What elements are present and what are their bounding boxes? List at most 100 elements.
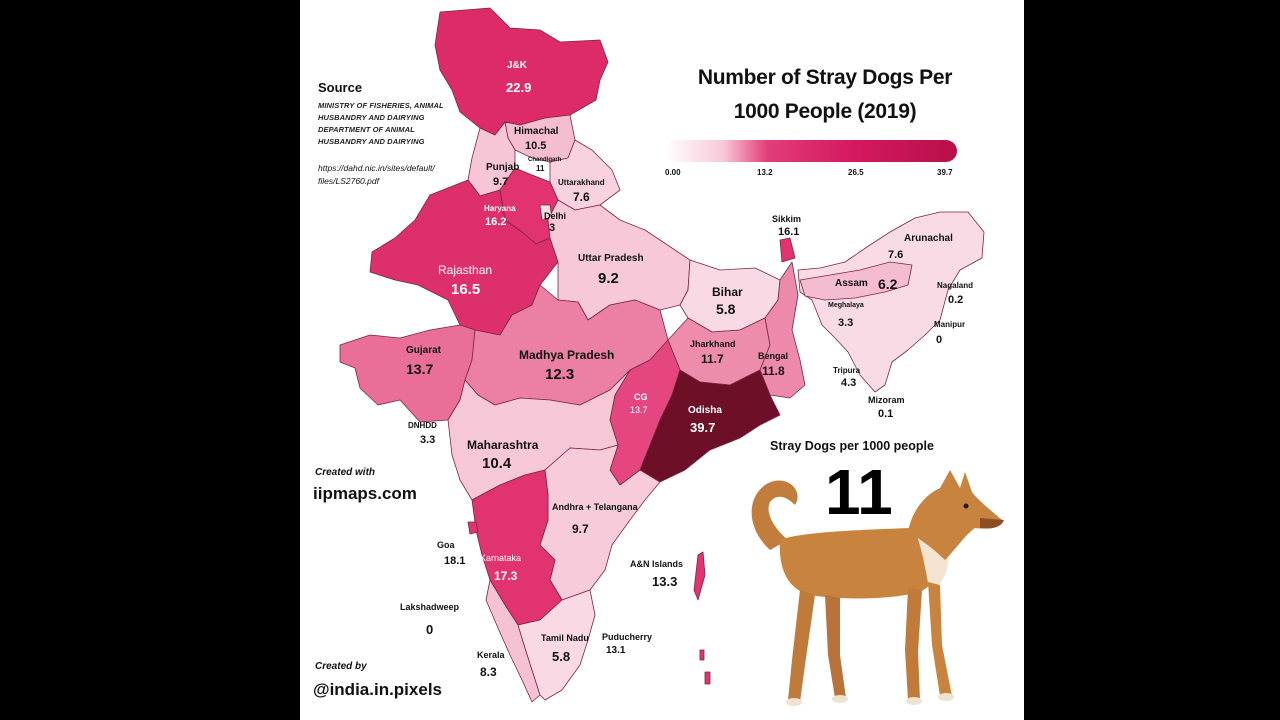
infographic-panel: Source MINISTRY OF FISHERIES, ANIMAL HUS… <box>300 0 1024 720</box>
source-line: DEPARTMENT OF ANIMAL <box>318 125 415 134</box>
region-label-value: 5.8 <box>552 649 571 664</box>
region-label-value: 0 <box>936 334 943 346</box>
region-label-value: 13.1 <box>606 645 626 656</box>
legend-tick: 13.2 <box>757 168 773 177</box>
source-line: MINISTRY OF FISHERIES, ANIMAL <box>318 101 444 110</box>
region-label-value: 11.8 <box>762 364 785 378</box>
region-label-name: Arunachal <box>904 233 953 244</box>
region-label-name: Tripura <box>833 366 861 375</box>
map-title: 1000 People (2019) <box>733 100 917 123</box>
map-title: Number of Stray Dogs Per <box>697 66 953 89</box>
region-label-name: Tamil Nadu <box>541 633 589 643</box>
national-stat-value: 11 <box>825 456 893 528</box>
region-label-name: Nagaland <box>937 281 974 290</box>
region-label-value: 0 <box>426 622 434 637</box>
region-label-value: 18.1 <box>444 555 466 567</box>
region-label-name: Uttar Pradesh <box>578 253 644 264</box>
region-label-name: Andhra + Telangana <box>552 502 638 512</box>
india-map <box>339 7 985 703</box>
source-heading: Source <box>318 80 363 95</box>
region-label-name: Kerala <box>477 650 505 660</box>
dog-illustration <box>751 470 1004 706</box>
region-label-value: 3 <box>549 222 556 234</box>
region-label-name: Himachal <box>514 126 559 137</box>
region-label-value: 39.7 <box>690 420 716 435</box>
region-label-value: 9.7 <box>493 176 509 188</box>
region-label-value: 16.1 <box>778 226 800 238</box>
region-label-value: 3.3 <box>420 434 436 446</box>
region-label-name: Maharashtra <box>467 438 539 452</box>
region-label-value: 16.5 <box>451 281 481 298</box>
region-an-islands-south <box>699 649 711 685</box>
region-label-value: 22.9 <box>506 80 532 95</box>
region-label-name: Rajasthan <box>438 263 493 277</box>
region-label-value: 9.2 <box>598 270 619 287</box>
region-label-name: Puducherry <box>602 632 653 642</box>
region-jk <box>434 7 609 136</box>
region-label-value: 5.8 <box>716 301 736 317</box>
source-line: HUSBANDRY AND DAIRYING <box>318 137 425 146</box>
legend-gradient-bar <box>665 140 957 162</box>
created-with-site: iipmaps.com <box>313 484 417 503</box>
region-label-name: Manipur <box>934 320 966 329</box>
region-label-value: 13.3 <box>652 574 678 589</box>
region-label-value: 7.6 <box>573 190 590 204</box>
region-label-value: 9.7 <box>572 522 589 536</box>
region-label-value: 3.3 <box>838 317 854 329</box>
legend-tick: 39.7 <box>937 168 953 177</box>
region-label-name: Odisha <box>688 405 722 416</box>
region-label-value: 11.7 <box>701 352 724 366</box>
region-kerala <box>485 579 541 703</box>
region-goa <box>467 521 479 535</box>
region-label-name: Gujarat <box>406 345 442 356</box>
created-by-label: Created by <box>315 661 367 672</box>
region-label-value: 16.2 <box>485 216 507 228</box>
region-label-name: CG <box>634 392 648 402</box>
region-label-value: 13.7 <box>406 361 434 377</box>
region-label-name: Sikkim <box>772 214 802 224</box>
source-url: files/LS2760.pdf <box>318 176 379 186</box>
region-label-value: 11 <box>536 164 545 173</box>
legend-tick: 26.5 <box>848 168 864 177</box>
region-label-name: Bengal <box>758 351 789 361</box>
region-label-value: 10.4 <box>482 455 512 472</box>
region-label-value: 0.2 <box>948 294 964 306</box>
region-label-value: 10.5 <box>525 140 547 152</box>
region-an-islands <box>693 551 706 601</box>
region-label-value: 12.3 <box>545 366 575 383</box>
source-line: HUSBANDRY AND DAIRYING <box>318 113 425 122</box>
region-label-name: Uttarakhand <box>558 178 605 187</box>
created-by-handle: @india.in.pixels <box>313 680 442 699</box>
region-label-value: 7.6 <box>888 249 904 261</box>
region-label-name: Madhya Pradesh <box>519 348 615 362</box>
national-stat-label: Stray Dogs per 1000 people <box>770 439 934 453</box>
legend-tick: 0.00 <box>665 168 681 177</box>
region-label-name: DNHDD <box>408 421 437 430</box>
region-label-value: 0.1 <box>878 408 894 420</box>
region-label-value: 4.3 <box>841 377 857 389</box>
region-label-name: Lakshadweep <box>400 602 460 612</box>
source-url: https://dahd.nic.in/sites/default/ <box>318 163 435 173</box>
region-label-value: 17.3 <box>494 569 518 583</box>
region-label-name: Delhi <box>544 211 567 221</box>
region-tamil-nadu <box>517 589 596 701</box>
region-label-name: A&N Islands <box>630 559 684 569</box>
created-with-label: Created with <box>315 467 376 478</box>
region-label-name: Meghalaya <box>828 302 864 309</box>
region-label-name: Karnataka <box>480 553 522 563</box>
region-label-name: Chandigarh <box>528 157 562 163</box>
region-label-name: Haryana <box>484 204 516 213</box>
region-label-value: 13.7 <box>630 405 648 415</box>
region-label-name: J&K <box>507 60 528 71</box>
region-label-name: Bihar <box>712 285 743 299</box>
region-label-value: 6.2 <box>878 276 898 292</box>
region-label-name: Jharkhand <box>690 339 736 349</box>
region-assam <box>799 261 913 301</box>
region-karnataka <box>471 469 563 626</box>
region-label-value: 8.3 <box>480 665 497 679</box>
region-label-name: Punjab <box>486 162 520 173</box>
region-sikkim <box>779 237 796 263</box>
region-label-name: Assam <box>835 278 868 289</box>
region-label-name: Goa <box>437 540 455 550</box>
region-northeast <box>797 211 985 393</box>
